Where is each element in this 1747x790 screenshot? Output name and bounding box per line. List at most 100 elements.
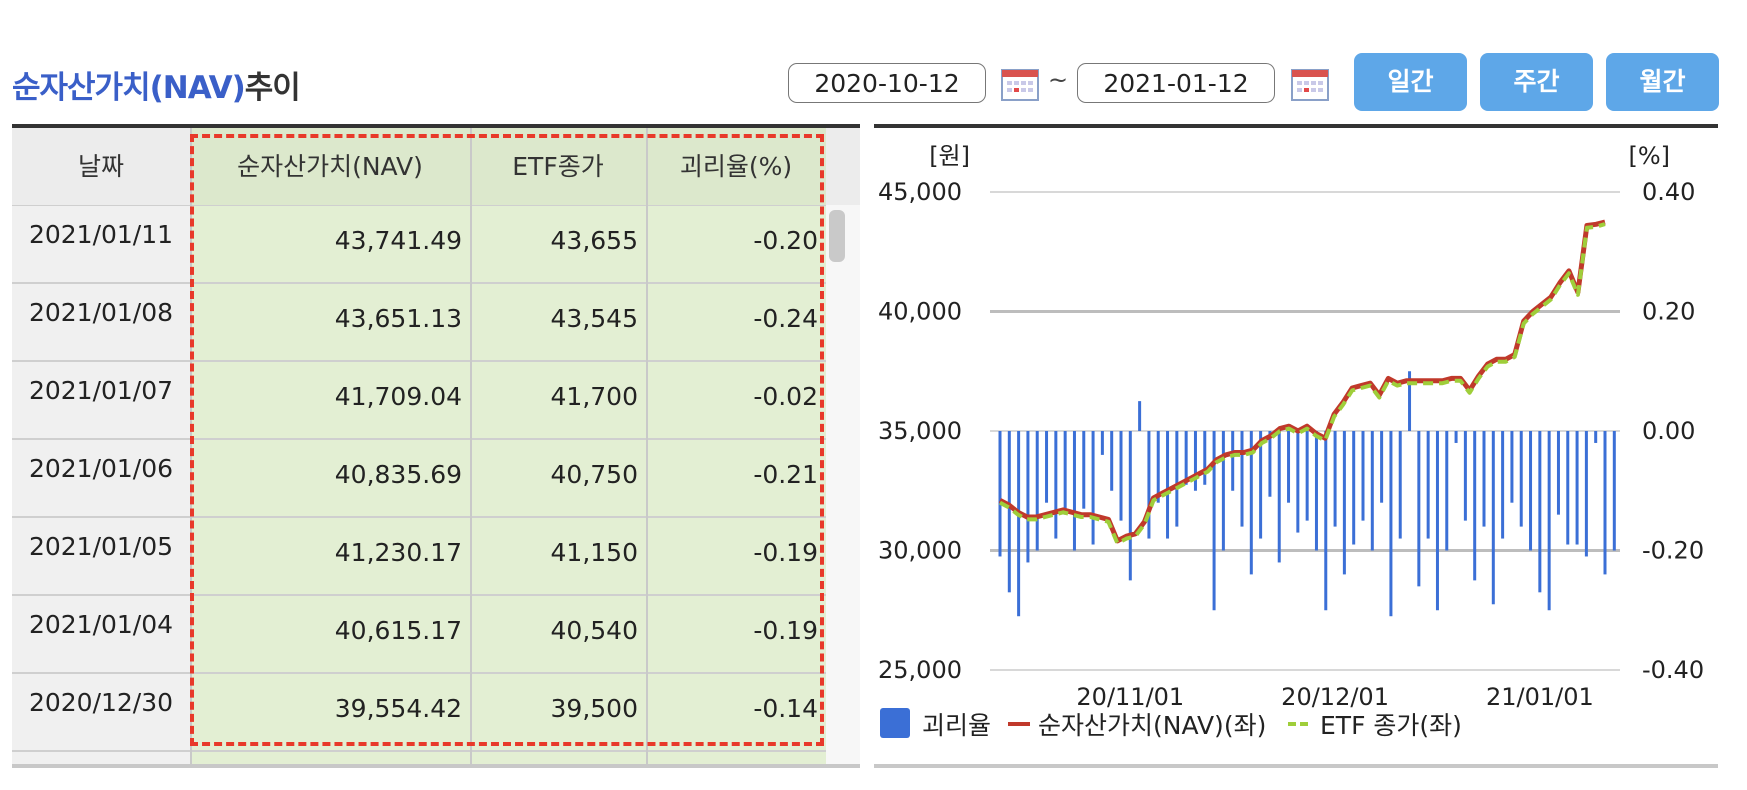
deviation-bar xyxy=(1045,431,1049,503)
cell-etf-close: 40,540 xyxy=(550,616,638,645)
row-divider xyxy=(12,750,826,752)
col-header-nav[interactable]: 순자산가치(NAV) xyxy=(190,128,470,205)
table-row[interactable]: 2021/01/04 40,615.17 40,540 -0.19 xyxy=(12,595,826,673)
deviation-bar xyxy=(1575,431,1579,545)
deviation-bar xyxy=(1463,431,1467,521)
legend-label-nav: 순자산가치(NAV)(좌) xyxy=(1038,711,1266,740)
legend-label-etf: ETF 종가(좌) xyxy=(1320,711,1462,740)
nav-line xyxy=(998,219,1606,544)
deviation-bar xyxy=(1510,431,1514,503)
deviation-bar xyxy=(1491,431,1495,605)
cell-etf-close: 40,750 xyxy=(550,460,638,489)
cell-nav: 40,615.17 xyxy=(334,616,462,645)
col-header-etf-close[interactable]: ETF종가 xyxy=(470,128,646,205)
cell-nav: 43,741.49 xyxy=(334,226,462,255)
cell-nav: 40,835.69 xyxy=(334,460,462,489)
deviation-bar xyxy=(1519,431,1523,527)
deviation-bar xyxy=(1203,431,1207,485)
table-row[interactable]: 2020/12/30 39,554.42 39,500 -0.14 xyxy=(12,673,826,751)
chart-bottom-rule xyxy=(874,764,1718,768)
deviation-bar xyxy=(1007,431,1011,593)
end-date-input[interactable]: 2021-01-12 xyxy=(1077,63,1275,103)
right-axis-tick: 0.20 xyxy=(1642,298,1695,326)
chart-top-rule xyxy=(874,124,1718,128)
deviation-bar xyxy=(1603,431,1607,575)
row-divider xyxy=(12,672,826,674)
deviation-bar xyxy=(1249,431,1253,575)
deviation-bar xyxy=(1612,431,1616,551)
scrollbar-track[interactable] xyxy=(826,205,860,764)
date-column-bg xyxy=(12,128,190,764)
cell-date: 2021/01/06 xyxy=(28,454,174,483)
daily-button[interactable]: 일간 xyxy=(1354,53,1467,111)
deviation-bar xyxy=(1361,431,1365,521)
x-axis-tick: 20/12/01 xyxy=(1281,683,1389,711)
nav-chart: 45,000 40,000 35,000 30,000 25,000 0.40 0.20 0.… xyxy=(878,142,1704,740)
cell-deviation: -0.19 xyxy=(753,616,818,645)
table-row[interactable]: 2021/01/07 41,709.04 41,700 -0.02 xyxy=(12,361,826,439)
right-axis-tick: -0.40 xyxy=(1642,656,1704,684)
deviation-bar xyxy=(1063,431,1067,515)
deviation-bar xyxy=(1435,431,1439,611)
calendar-icon[interactable] xyxy=(1290,66,1330,102)
col-header-deviation[interactable]: 괴리율(%) xyxy=(646,128,826,205)
deviation-bar xyxy=(1287,431,1291,503)
deviation-bar xyxy=(1166,431,1170,539)
deviation-bar xyxy=(1128,431,1132,581)
deviation-bar xyxy=(1473,431,1477,581)
cell-deviation: -0.14 xyxy=(753,694,818,723)
column-divider xyxy=(646,128,648,764)
left-axis-tick: 40,000 xyxy=(878,298,962,326)
deviation-bar xyxy=(1268,431,1272,497)
cell-date: 2021/01/08 xyxy=(28,298,174,327)
legend-swatch-deviation xyxy=(880,708,910,738)
right-axis-unit: [%] xyxy=(1628,142,1670,170)
row-divider xyxy=(12,516,826,518)
deviation-bar xyxy=(1054,431,1058,539)
date-range-separator: ~ xyxy=(1048,66,1069,94)
deviation-bar xyxy=(1566,431,1570,545)
deviation-bar xyxy=(1324,431,1328,611)
deviation-bar xyxy=(1147,431,1151,539)
table-row[interactable]: 2021/01/11 43,741.49 43,655 -0.20 xyxy=(12,205,826,283)
nav-table: 날짜 순자산가치(NAV) ETF종가 괴리율(%) 2021/01/11 43,… xyxy=(12,128,860,764)
scrollbar-thumb[interactable] xyxy=(829,210,845,262)
deviation-bar xyxy=(1556,431,1560,515)
table-row[interactable]: 2021/01/06 40,835.69 40,750 -0.21 xyxy=(12,439,826,517)
calendar-icon[interactable] xyxy=(1000,66,1040,102)
highlight-region xyxy=(190,128,826,764)
cell-date: 2021/01/07 xyxy=(28,376,174,405)
deviation-bar xyxy=(1221,431,1225,551)
deviation-bar xyxy=(1538,431,1542,593)
right-axis-tick: 0.40 xyxy=(1642,178,1695,206)
deviation-bar xyxy=(1445,431,1449,551)
monthly-button[interactable]: 월간 xyxy=(1606,53,1719,111)
cell-etf-close: 41,700 xyxy=(550,382,638,411)
deviation-bar xyxy=(998,431,1002,557)
deviation-bar xyxy=(1091,431,1095,545)
highlight-dashed-border xyxy=(190,134,824,746)
deviation-bar xyxy=(1389,431,1393,617)
col-header-date[interactable]: 날짜 xyxy=(77,152,124,181)
start-date-input[interactable]: 2020-10-12 xyxy=(788,63,986,103)
row-divider xyxy=(12,594,826,596)
cell-date: 2021/01/04 xyxy=(28,610,174,639)
deviation-bar xyxy=(1100,431,1104,455)
deviation-bar xyxy=(1547,431,1551,611)
cell-deviation: -0.21 xyxy=(753,460,818,489)
deviation-bar xyxy=(1110,431,1114,491)
column-divider xyxy=(470,128,472,764)
cell-date: 2021/01/11 xyxy=(28,220,174,249)
table-row[interactable]: 2021/01/05 41,230.17 41,150 -0.19 xyxy=(12,517,826,595)
cell-deviation: -0.19 xyxy=(753,538,818,567)
cell-nav: 39,554.42 xyxy=(334,694,462,723)
cell-etf-close: 43,545 xyxy=(550,304,638,333)
weekly-button[interactable]: 주간 xyxy=(1480,53,1593,111)
deviation-bar xyxy=(1529,431,1533,551)
table-row[interactable]: 2021/01/08 43,651.13 43,545 -0.24 xyxy=(12,283,826,361)
deviation-bar xyxy=(1352,431,1356,545)
deviation-bar xyxy=(1072,431,1076,551)
deviation-bar xyxy=(1426,431,1430,539)
deviation-bar xyxy=(1398,431,1402,539)
deviation-bar xyxy=(1259,431,1263,539)
